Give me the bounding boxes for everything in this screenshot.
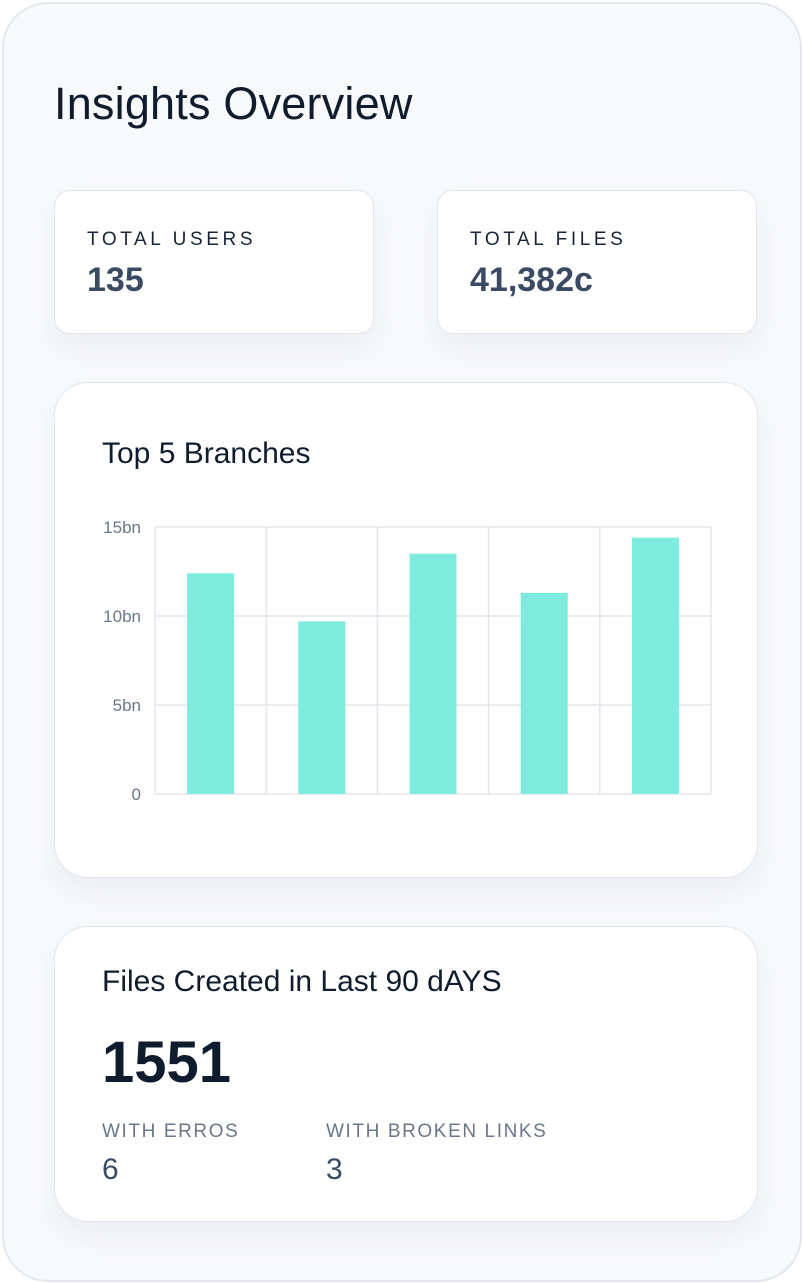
files-created-title: Files Created in Last 90 dAYS bbox=[102, 965, 502, 998]
top-branches-card: Top 5 Branches 0 5bn 10bn 15bn bbox=[54, 382, 758, 878]
y-tick-label: 5bn bbox=[113, 696, 141, 715]
total-users-label: TOTAL USERS bbox=[87, 229, 257, 250]
branch-bar bbox=[520, 592, 568, 794]
with-broken-links-value: 3 bbox=[326, 1153, 343, 1186]
branch-bar bbox=[187, 573, 235, 794]
y-tick-label: 15bn bbox=[103, 518, 141, 537]
branch-bar bbox=[409, 553, 457, 794]
total-users-value: 135 bbox=[87, 261, 144, 299]
y-tick-label: 10bn bbox=[103, 607, 141, 626]
chart-title: Top 5 Branches bbox=[102, 437, 311, 470]
total-files-card: TOTAL FILES 41,382c bbox=[437, 190, 757, 334]
branch-bar bbox=[298, 621, 346, 794]
total-users-card: TOTAL USERS 135 bbox=[54, 190, 374, 334]
top-branches-chart: 0 5bn 10bn 15bn bbox=[103, 518, 712, 804]
total-files-label: TOTAL FILES bbox=[470, 229, 627, 250]
y-tick-label: 0 bbox=[132, 785, 141, 804]
total-files-value: 41,382c bbox=[470, 261, 593, 299]
with-broken-links-label: WITH BROKEN LINKS bbox=[326, 1121, 548, 1142]
page-title: Insights Overview bbox=[54, 78, 413, 129]
with-errors-value: 6 bbox=[102, 1153, 119, 1186]
branch-bar bbox=[631, 537, 679, 794]
files-created-card: Files Created in Last 90 dAYS 1551 WITH … bbox=[54, 926, 758, 1222]
with-errors-label: WITH ERROS bbox=[102, 1121, 240, 1142]
files-created-count: 1551 bbox=[102, 1030, 232, 1095]
